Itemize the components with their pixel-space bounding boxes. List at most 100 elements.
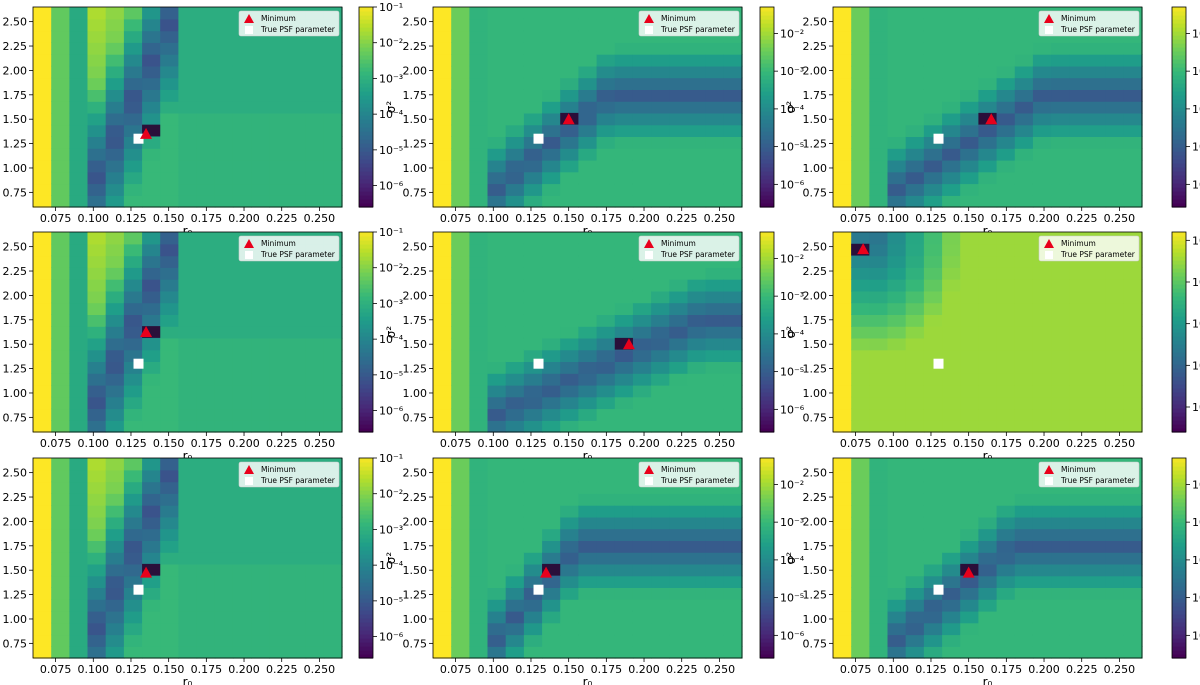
- heatmap-cell: [651, 420, 670, 433]
- heatmap-cell: [560, 622, 579, 636]
- heatmap-cell: [1014, 337, 1034, 351]
- heatmap-cell: [87, 89, 107, 102]
- y-tick-label: 2.25: [803, 265, 828, 278]
- heatmap-cell: [69, 159, 89, 173]
- heatmap-cell: [196, 610, 216, 624]
- heatmap-cell: [869, 302, 889, 315]
- colorbar-segment: [760, 107, 774, 112]
- heatmap-cell: [196, 349, 216, 362]
- heatmap-cell: [469, 458, 489, 471]
- heatmap-cell: [305, 314, 325, 327]
- heatmap-cell: [214, 54, 234, 67]
- heatmap-cell: [69, 243, 89, 257]
- heatmap-cell: [469, 159, 489, 173]
- heatmap-cell: [669, 183, 689, 196]
- colorbar-segment: [760, 388, 774, 393]
- heatmap-cell: [687, 563, 707, 577]
- heatmap-cell: [1069, 302, 1089, 315]
- heatmap-cell: [687, 267, 707, 280]
- heatmap-cell: [142, 77, 161, 90]
- heatmap-cell: [196, 159, 216, 173]
- heatmap-cell: [323, 540, 343, 553]
- colorbar-segment: [760, 554, 774, 559]
- colorbar-segment: [760, 630, 774, 635]
- legend-box: [1038, 10, 1140, 37]
- colorbar-segment: [760, 159, 774, 164]
- colorbar-segment: [760, 248, 774, 253]
- heatmap-cell: [614, 290, 634, 304]
- colorbar-segment: [760, 151, 774, 156]
- heatmap-cell: [887, 396, 907, 410]
- heatmap-cell: [1032, 563, 1052, 577]
- heatmap-cell: [851, 361, 870, 374]
- heatmap-cell: [469, 516, 489, 530]
- heatmap-cell: [614, 420, 634, 433]
- heatmap-cell: [960, 136, 979, 149]
- colorbar-segment: [1172, 590, 1186, 595]
- heatmap-cell: [160, 493, 179, 506]
- heatmap-cell: [33, 373, 52, 386]
- heatmap-cell: [33, 634, 52, 647]
- heatmap-cell: [578, 384, 598, 398]
- heatmap-cell: [451, 171, 470, 185]
- heatmap-cell: [705, 302, 725, 315]
- heatmap-cell: [1087, 540, 1107, 553]
- heatmap-cell: [669, 302, 689, 315]
- heatmap-cell: [942, 159, 961, 173]
- heatmap-cell: [669, 136, 689, 149]
- x-tick-label: 0.125: [115, 212, 147, 225]
- heatmap-cell: [833, 563, 852, 577]
- heatmap-cell: [542, 373, 561, 386]
- legend-minimum-symbol: [644, 14, 654, 23]
- heatmap-cell: [632, 349, 652, 362]
- heatmap-cell: [33, 267, 52, 280]
- heatmap-cell: [1069, 159, 1089, 173]
- heatmap-cell: [251, 420, 270, 433]
- heatmap-cell: [560, 267, 579, 280]
- heatmap-cell: [887, 124, 907, 137]
- heatmap-cell: [1087, 587, 1107, 600]
- heatmap-cell: [232, 610, 252, 624]
- heatmap-cell: [214, 528, 234, 541]
- heatmap-cell: [887, 42, 907, 55]
- y-tick-label: 2.00: [3, 64, 28, 77]
- heatmap-cell: [287, 587, 307, 600]
- x-tick-label: 0.100: [878, 437, 910, 450]
- heatmap-cell: [487, 575, 507, 588]
- heatmap-cell: [214, 563, 234, 577]
- heatmap-cell: [596, 622, 616, 636]
- heatmap-cell: [323, 42, 343, 55]
- heatmap-cell: [142, 195, 161, 208]
- y-tick-label: 0.75: [803, 637, 828, 650]
- colorbar-tick-label: 10⁻³: [379, 523, 403, 536]
- heatmap-cell: [542, 634, 561, 647]
- heatmap-cell: [632, 516, 652, 530]
- heatmap-cell: [651, 171, 670, 185]
- heatmap-cell: [887, 171, 907, 185]
- heatmap-cell: [723, 373, 743, 386]
- heatmap-cell: [632, 65, 652, 79]
- heatmap-cell: [523, 540, 543, 553]
- heatmap-cell: [123, 610, 143, 624]
- heatmap-cell: [1069, 349, 1089, 362]
- colorbar-segment: [1172, 260, 1186, 265]
- heatmap-cell: [178, 136, 198, 149]
- heatmap-cell: [596, 65, 616, 79]
- x-tick-label: 0.175: [591, 212, 623, 225]
- heatmap-cell: [923, 408, 943, 421]
- heatmap-cell: [651, 384, 670, 398]
- heatmap-cell: [923, 373, 943, 386]
- heatmap-cell: [723, 587, 743, 600]
- colorbar-segment: [359, 352, 373, 357]
- heatmap-cell: [251, 159, 270, 173]
- colorbar-segment: [760, 344, 774, 349]
- heatmap-cell: [978, 18, 998, 32]
- heatmap-cell: [887, 587, 907, 600]
- heatmap-cell: [269, 634, 289, 647]
- heatmap-cell: [669, 267, 689, 280]
- heatmap-cell: [851, 587, 870, 600]
- heatmap-cell: [978, 622, 998, 636]
- heatmap-cell: [723, 326, 743, 339]
- heatmap-cell: [578, 528, 598, 541]
- heatmap-cell: [869, 599, 889, 612]
